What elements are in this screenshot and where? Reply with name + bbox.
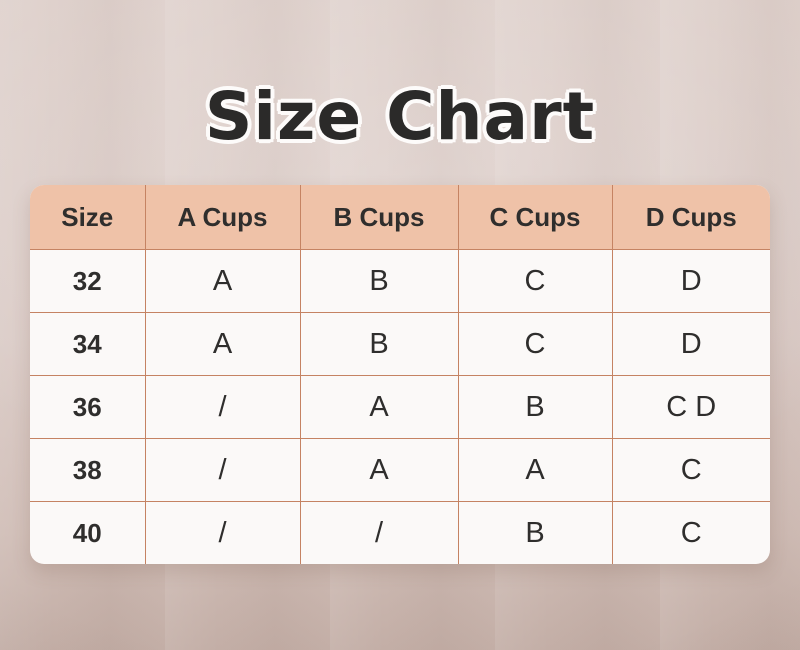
cup-cell: C bbox=[458, 312, 613, 376]
column-header-d-cups: D Cups bbox=[612, 185, 770, 250]
cup-cell: B bbox=[300, 249, 459, 313]
cup-cell: D bbox=[612, 312, 770, 376]
cup-cell: A bbox=[145, 249, 301, 313]
cup-cell: B bbox=[458, 375, 613, 439]
cup-cell: A bbox=[145, 312, 301, 376]
table-row-size-38: 38 / A A C bbox=[30, 438, 770, 502]
cup-cell: C bbox=[458, 249, 613, 313]
size-cell: 38 bbox=[30, 438, 146, 502]
table-row-size-34: 34 A B C D bbox=[30, 312, 770, 376]
cup-cell: / bbox=[145, 438, 301, 502]
cup-cell: A bbox=[300, 438, 459, 502]
page-title: Size Chart bbox=[204, 78, 596, 155]
column-header-size: Size bbox=[30, 185, 146, 250]
size-cell: 32 bbox=[30, 249, 146, 313]
cup-cell: D bbox=[612, 249, 770, 313]
cup-cell: A bbox=[300, 375, 459, 439]
column-header-c-cups: C Cups bbox=[458, 185, 613, 250]
cup-cell: B bbox=[300, 312, 459, 376]
header-row: Size A Cups B Cups C Cups D Cups bbox=[30, 185, 770, 250]
column-header-b-cups: B Cups bbox=[300, 185, 459, 250]
cup-cell: B bbox=[458, 501, 613, 564]
size-cell: 40 bbox=[30, 501, 146, 564]
cup-cell: A bbox=[458, 438, 613, 502]
cup-cell: C D bbox=[612, 375, 770, 439]
size-cell: 36 bbox=[30, 375, 146, 439]
column-header-a-cups: A Cups bbox=[145, 185, 301, 250]
table-row-size-32: 32 A B C D bbox=[30, 249, 770, 313]
table-row-size-40: 40 / / B C bbox=[30, 501, 770, 564]
table-row-size-36: 36 / A B C D bbox=[30, 375, 770, 439]
size-chart-grid: Size A Cups B Cups C Cups D Cups 32 A B … bbox=[30, 185, 770, 564]
size-chart-table: Size A Cups B Cups C Cups D Cups 32 A B … bbox=[30, 185, 770, 564]
cup-cell: / bbox=[300, 501, 459, 564]
cup-cell: C bbox=[680, 516, 702, 549]
cup-cell: / bbox=[145, 375, 301, 439]
size-cell: 34 bbox=[30, 312, 146, 376]
cup-cell: / bbox=[145, 501, 301, 564]
cup-cell: C bbox=[612, 438, 770, 502]
